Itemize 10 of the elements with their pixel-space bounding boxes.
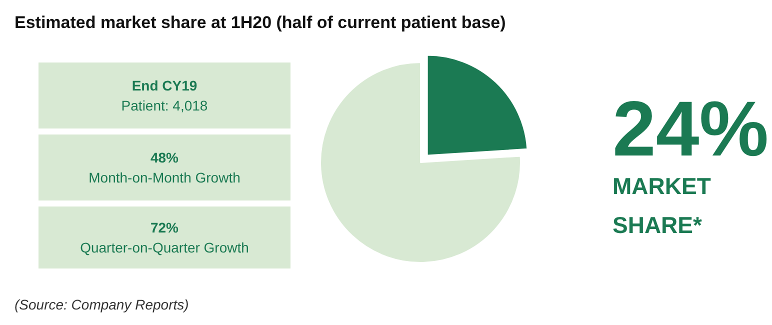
text: End CY19 bbox=[132, 78, 198, 94]
data-label: 24% bbox=[612, 84, 769, 172]
text: Patient: 4,018 bbox=[121, 98, 208, 114]
text: MARKET SHARE* bbox=[612, 173, 711, 238]
text: 72% bbox=[150, 220, 180, 236]
text: (Source: Company Reports) bbox=[14, 296, 189, 312]
text: 48% bbox=[150, 150, 180, 166]
text: Quarter-on-Quarter Growth bbox=[80, 240, 249, 256]
chart-title: Estimated market share at 1H20 (half of current patient base) bbox=[14, 13, 506, 32]
text: Month-on-Month Growth bbox=[88, 170, 240, 186]
